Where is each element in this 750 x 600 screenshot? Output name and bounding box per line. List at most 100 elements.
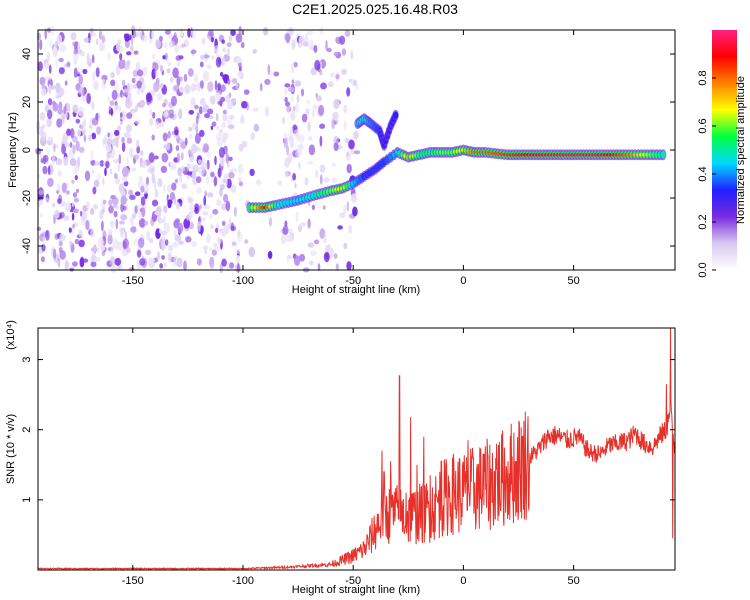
snr-ylabel: SNR (10 * v/v): [5, 414, 17, 484]
noise-speckle: [175, 218, 181, 224]
snr-xtick-label: 50: [567, 575, 579, 587]
noise-speckle: [217, 167, 222, 178]
noise-speckle: [188, 109, 195, 115]
noise-speckle: [346, 87, 351, 97]
noise-speckle: [203, 195, 207, 207]
noise-speckle: [73, 67, 78, 79]
noise-speckle: [138, 26, 143, 38]
noise-speckle: [92, 186, 97, 195]
noise-speckle: [39, 199, 44, 206]
spectrogram-ytick-label: 20: [21, 96, 33, 108]
noise-speckle: [126, 137, 133, 144]
noise-speckle: [130, 108, 137, 114]
spectrogram-ticks: -150 -100 -50 0 50 -40 -20 0 20 40: [21, 30, 675, 287]
noise-speckle: [249, 168, 255, 177]
noise-speckle: [77, 42, 81, 53]
noise-speckle: [120, 227, 124, 239]
noise-speckle: [101, 74, 108, 81]
snr-xtick-label: -150: [122, 575, 144, 587]
noise-speckle: [122, 59, 126, 69]
noise-speckle: [215, 132, 223, 141]
noise-speckle: [190, 49, 197, 54]
noise-speckle: [155, 120, 160, 130]
noise-speckle: [310, 250, 317, 256]
noise-speckle: [355, 84, 359, 90]
noise-speckle: [126, 51, 132, 56]
noise-speckle: [222, 109, 227, 114]
noise-speckle: [203, 54, 210, 59]
spectrogram-xtick-label: 50: [567, 275, 579, 287]
noise-speckle: [64, 260, 69, 270]
noise-speckle: [53, 248, 57, 260]
snr-ticks: -150 -100 -50 0 50 1 2 3: [21, 328, 675, 587]
noise-speckle: [161, 255, 166, 260]
noise-speckle: [66, 190, 70, 195]
noise-speckle: [91, 132, 97, 140]
noise-speckle: [267, 64, 271, 75]
noise-speckle: [141, 34, 148, 43]
noise-speckle: [46, 117, 52, 128]
noise-speckle: [154, 188, 159, 198]
noise-speckle: [214, 246, 220, 252]
noise-speckle: [348, 78, 352, 83]
noise-speckle: [210, 36, 214, 43]
noise-speckle: [221, 56, 225, 67]
noise-speckle: [118, 105, 122, 113]
noise-speckle: [168, 244, 174, 252]
noise-speckle: [291, 96, 294, 102]
noise-speckle: [210, 224, 214, 230]
noise-speckle: [264, 78, 271, 85]
noise-speckle: [49, 85, 56, 90]
noise-speckle: [288, 106, 292, 112]
noise-speckle: [139, 99, 145, 108]
noise-speckle: [289, 127, 294, 134]
noise-speckle: [198, 106, 203, 115]
noise-speckle: [40, 131, 47, 142]
noise-speckle: [140, 196, 146, 206]
noise-speckle: [122, 238, 129, 250]
noise-speckle: [186, 174, 190, 180]
noise-speckle: [284, 220, 288, 227]
noise-speckle: [93, 179, 100, 188]
noise-speckle: [143, 220, 149, 226]
noise-speckle: [243, 89, 250, 95]
noise-speckle: [207, 192, 214, 198]
noise-speckle: [75, 140, 80, 152]
noise-speckle: [197, 159, 202, 165]
noise-speckle: [138, 176, 143, 181]
noise-speckle: [230, 225, 237, 232]
noise-speckle: [173, 85, 180, 92]
noise-speckle: [71, 179, 75, 184]
spectrogram-xtick-label: -100: [232, 275, 254, 287]
noise-speckle: [231, 78, 238, 84]
noise-speckle: [41, 88, 47, 96]
noise-speckle: [187, 197, 194, 204]
noise-speckle: [126, 156, 129, 165]
noise-speckle: [230, 29, 236, 36]
noise-speckle: [228, 217, 232, 228]
noise-speckle: [46, 148, 51, 155]
noise-speckle: [193, 203, 200, 215]
noise-speckle: [160, 236, 167, 247]
snr-panel: -150 -100 -50 0 50 1 2 3 Height of straight lin…: [5, 320, 676, 596]
noise-speckle: [47, 109, 53, 120]
noise-speckle: [131, 213, 137, 220]
noise-speckle: [58, 101, 63, 112]
noise-speckle: [107, 138, 112, 147]
noise-speckle: [319, 164, 326, 173]
noise-speckle: [239, 116, 245, 125]
spectrogram-ytick-label: 0: [21, 147, 33, 153]
noise-speckle: [219, 71, 224, 77]
noise-speckle: [169, 191, 176, 201]
noise-speckle: [82, 68, 88, 75]
noise-speckle: [48, 83, 52, 95]
noise-speckle: [159, 263, 164, 269]
noise-speckle: [335, 263, 339, 271]
noise-speckle: [346, 151, 350, 158]
noise-speckle: [64, 80, 68, 86]
noise-speckle: [128, 189, 134, 196]
noise-speckle: [44, 104, 49, 113]
noise-speckle: [194, 74, 199, 84]
noise-speckle: [333, 51, 339, 56]
colorbar-ticks: 0.0 0.2 0.4 0.6 0.8: [697, 70, 716, 278]
